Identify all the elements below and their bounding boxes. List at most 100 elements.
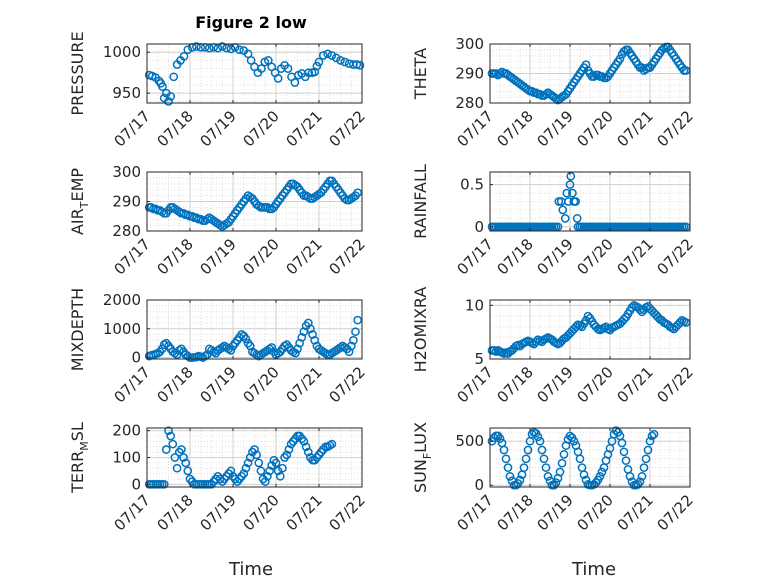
x-tick-label: 07/22 [654,107,697,150]
data-point [353,188,363,198]
data-point [346,341,356,351]
x-tick-label: 07/19 [197,491,240,534]
data-point [551,94,561,103]
x-tick-label: 07/19 [197,235,240,278]
x-tick-label: 07/20 [574,107,617,150]
data-point [250,445,259,454]
y-tick-label: 500 [455,432,484,450]
data-point [619,447,629,457]
data-point [192,42,201,51]
series-points [487,426,659,490]
data-point [316,447,326,457]
y-tick-label: 280 [112,222,141,240]
x-tick-label: 07/17 [454,107,497,150]
data-point [535,89,545,99]
data-point [314,57,324,67]
data-point [635,477,645,487]
x-tick-label: 07/17 [111,107,154,150]
data-point [649,429,659,439]
data-point [226,44,236,54]
axes-box [146,299,363,360]
y-tick-label: 0 [474,218,484,236]
x-tick-label: 07/22 [326,107,369,150]
x-tick-label: 07/20 [574,363,617,406]
data-point [515,475,525,485]
y-axis-label: THETA [411,48,430,100]
data-point [327,51,337,60]
data-point [537,445,547,455]
data-point [196,214,206,224]
data-point [619,314,629,324]
data-point [566,171,576,181]
x-tick-label: 07/19 [534,363,577,406]
x-tick-label: 07/21 [614,491,657,534]
series-points [144,176,363,231]
x-tick-label: 07/18 [494,491,537,534]
data-point [243,458,253,468]
data-point [568,188,577,198]
data-point [217,42,227,51]
major-grid [490,300,690,359]
y-tick-label: 5 [474,350,484,368]
x-tick-label: 07/22 [654,491,697,534]
y-tick-label: 2000 [103,291,141,309]
x-tick-label: 07/21 [283,491,326,534]
data-point [318,51,328,60]
data-point [331,53,341,63]
x-tick-label: 07/18 [154,107,197,150]
y-tick-label: 950 [112,84,141,102]
data-point [627,303,637,312]
subplot-air_temp: 07/17 07/18 07/19 07/20 07/21 07/22 280 290 300 A… [68,163,369,278]
data-point [252,450,261,460]
data-point [181,458,191,468]
data-point [541,89,551,99]
data-point [505,472,515,481]
minor-grid [147,428,362,487]
axes-box [146,43,363,104]
figure-title: Figure 2 low [195,13,307,32]
data-point [562,188,572,198]
data-point [159,479,169,489]
x-tick-label: 07/18 [494,107,537,150]
series-points [487,42,691,105]
y-tick-label: 0.5 [460,176,484,194]
data-point [581,60,591,70]
x-tick-label: 07/21 [283,107,326,150]
data-point [323,49,332,59]
x-tick-label: 07/22 [654,235,697,278]
data-point [170,453,180,462]
data-point [297,333,307,342]
data-point [164,426,173,436]
data-point [185,474,195,484]
data-point [168,439,178,449]
data-point [571,197,580,206]
data-point [275,471,285,481]
data-point [283,64,293,73]
data-point [263,56,273,65]
data-point [293,344,302,354]
y-tick-label: 280 [455,94,484,112]
data-point [303,192,313,202]
data-point [565,180,575,189]
y-tick-label: 1000 [103,43,141,61]
axes-box [489,299,691,360]
data-point [290,78,300,87]
y-tick-label: 290 [455,65,484,83]
data-point [569,436,579,446]
data-point [254,458,264,468]
y-tick-label: 0 [131,475,141,493]
data-point [595,472,605,481]
data-point [559,450,569,459]
y-tick-label: 290 [112,193,141,211]
data-point [521,454,531,464]
data-point [619,47,629,56]
data-point [643,445,653,455]
x-tick-label: 07/18 [154,491,197,534]
data-point [340,57,350,67]
data-point [355,60,365,70]
x-tick-label: 07/21 [614,107,657,150]
series-points [144,426,337,489]
subplot-grid: 07/17 07/18 07/19 07/20 07/21 07/229501000PRE… [68,31,697,534]
x-tick-label: 07/18 [154,235,197,278]
